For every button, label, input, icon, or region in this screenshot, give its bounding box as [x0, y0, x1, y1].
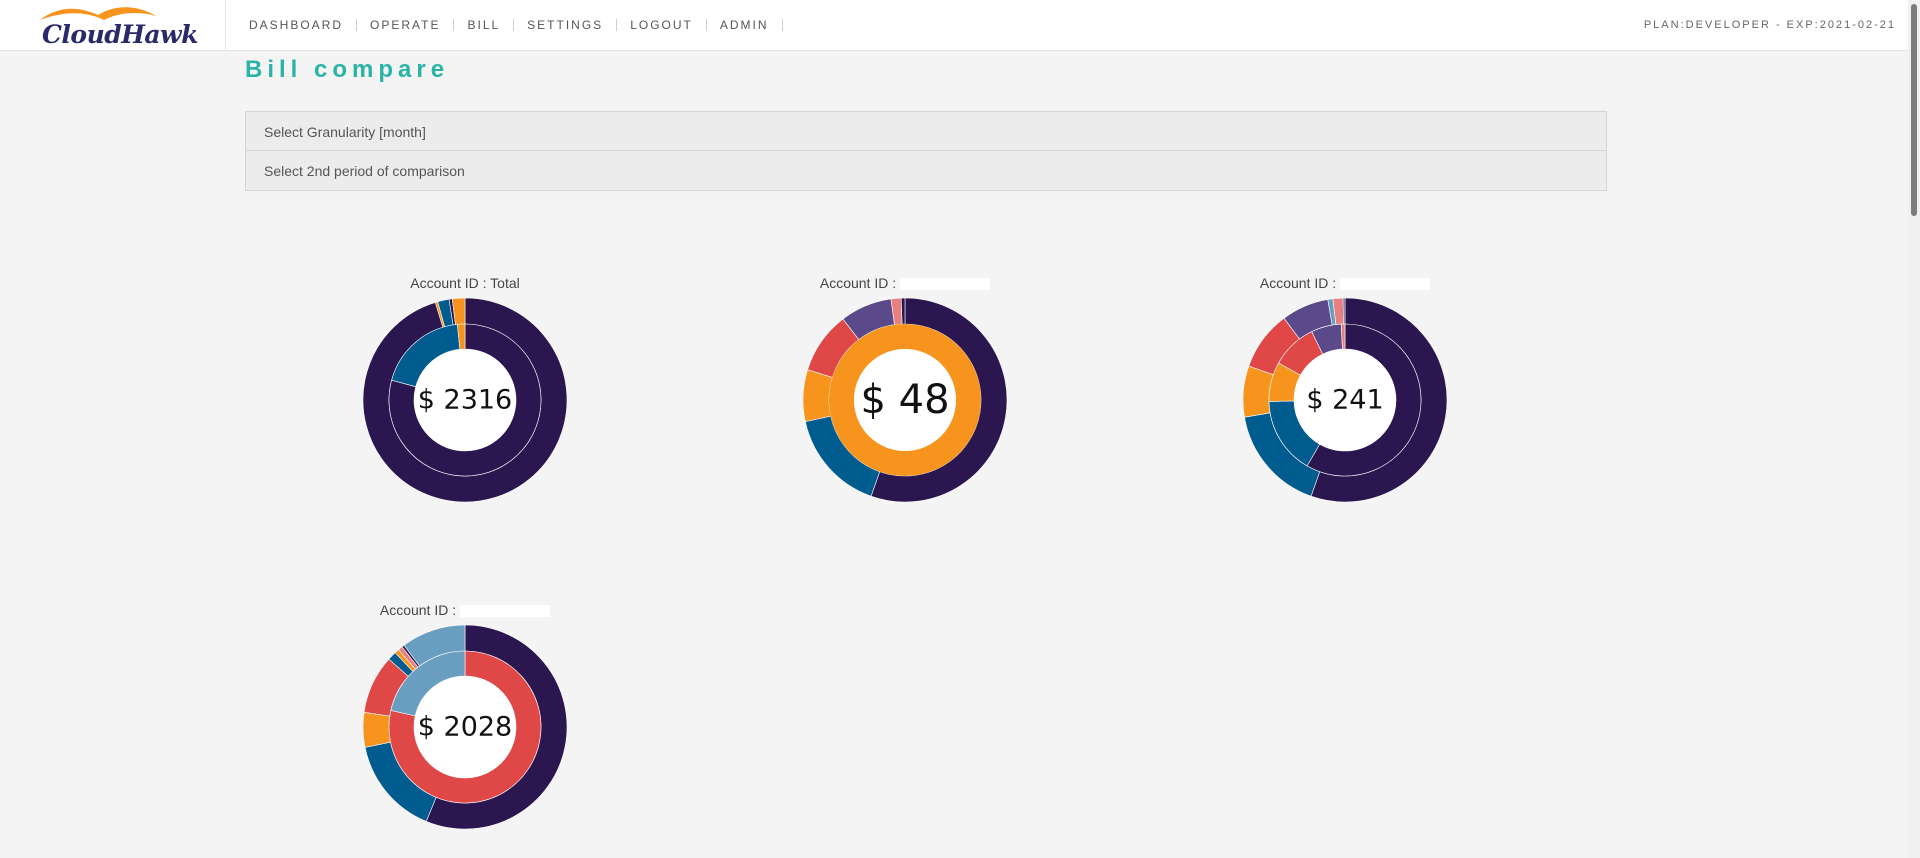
outer-slice-2[interactable] [1243, 365, 1274, 418]
outer-slice-2[interactable] [363, 711, 391, 748]
donut-hole [414, 676, 516, 778]
inner-slice-0[interactable] [829, 324, 981, 476]
granularity-selector[interactable]: Select Granularity [month] [245, 111, 1607, 151]
page-scrollbar[interactable] [1908, 0, 1920, 858]
donut-chart[interactable]: $ 2028 [363, 625, 567, 829]
logo[interactable]: CloudHawk [0, 0, 226, 50]
main-nav: DASHBOARD OPERATE BILL SETTINGS LOGOUT A… [238, 0, 783, 50]
donut-chart[interactable]: $ 48 [803, 298, 1007, 502]
top-navbar: CloudHawk DASHBOARD OPERATE BILL SETTING… [0, 0, 1908, 51]
scrollbar-thumb[interactable] [1911, 4, 1917, 216]
page-title: Bill compare [245, 56, 450, 83]
outer-slice-2[interactable] [803, 369, 833, 422]
redacted-account-id [460, 605, 551, 618]
chart-label: Account ID : [775, 274, 1035, 292]
nav-logout[interactable]: LOGOUT [617, 19, 707, 31]
nav-bill[interactable]: BILL [454, 19, 515, 31]
account-chart-3: Account ID : $ 241 [1215, 274, 1475, 502]
nav-operate[interactable]: OPERATE [357, 19, 455, 31]
donut-chart[interactable]: $ 241 [1243, 298, 1447, 502]
donut-center-value: $ 48 [860, 377, 949, 423]
nav-admin[interactable]: ADMIN [707, 19, 783, 31]
account-chart-total: Account ID : Total $ 2316 [335, 274, 595, 502]
chart-label-text: Account ID : [1259, 275, 1337, 291]
donut-hole [1294, 349, 1396, 451]
outer-slice-6[interactable] [900, 298, 906, 325]
donut-center-value: $ 2316 [418, 385, 512, 416]
redacted-account-id [900, 278, 991, 291]
account-chart-4: Account ID : $ 2028 [335, 601, 595, 829]
options-accordion: Select Granularity [month] Select 2nd pe… [245, 111, 1607, 191]
donut-hole [854, 349, 956, 451]
plan-info: PLAN:DEVELOPER - EXP:2021-02-21 [1643, 19, 1896, 31]
donut-center-value: $ 2028 [418, 712, 512, 743]
account-chart-2: Account ID : $ 48 [775, 274, 1035, 502]
donut-chart[interactable]: $ 2316 [363, 298, 567, 502]
donut-center-value: $ 241 [1306, 385, 1383, 416]
chart-label-text: Account ID : [379, 602, 457, 618]
chart-label-text: Account ID : Total [410, 275, 520, 291]
chart-label: Account ID : [335, 601, 595, 619]
donut-hole [414, 349, 516, 451]
chart-label: Account ID : [1215, 274, 1475, 292]
outer-slice-7[interactable] [1342, 298, 1346, 325]
chart-label: Account ID : Total [335, 274, 595, 292]
chart-label-text: Account ID : [819, 275, 897, 291]
nav-settings[interactable]: SETTINGS [514, 19, 618, 31]
nav-dashboard[interactable]: DASHBOARD [238, 19, 358, 31]
hawk-icon [40, 7, 156, 20]
redacted-account-id [1340, 278, 1431, 291]
logo-text: CloudHawk [42, 20, 198, 49]
second-period-selector[interactable]: Select 2nd period of comparison [245, 151, 1607, 191]
